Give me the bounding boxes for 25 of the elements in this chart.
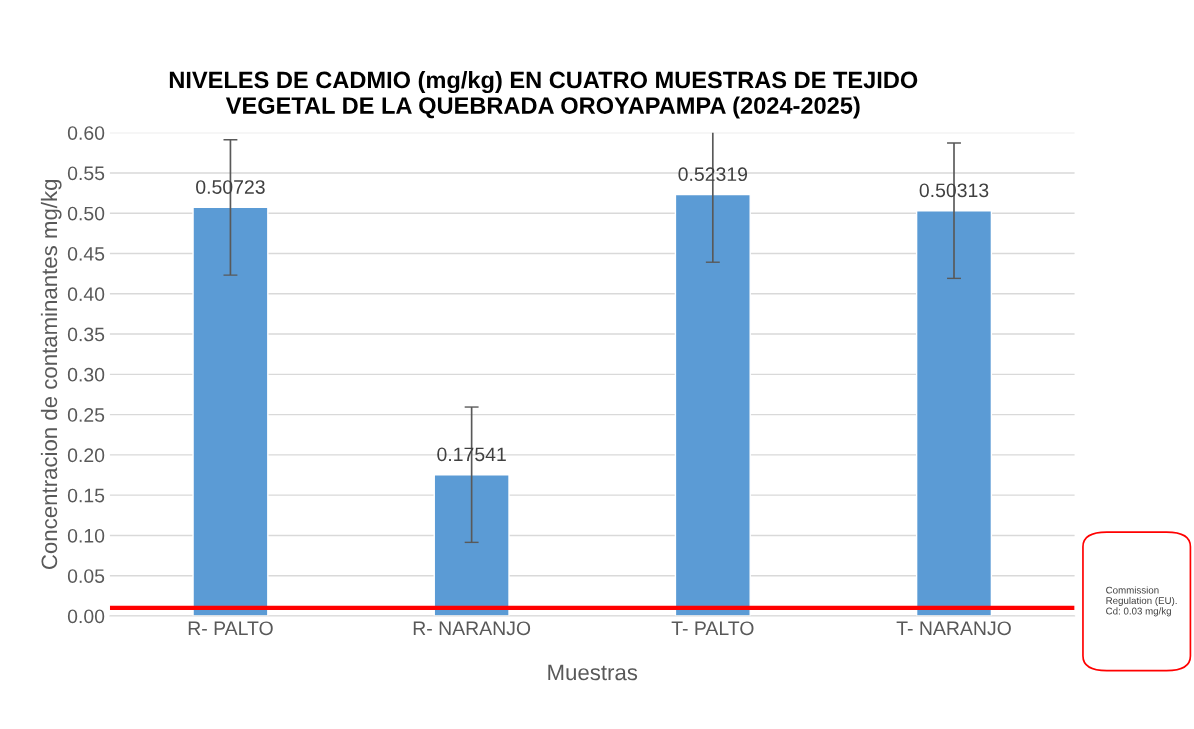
x-axis-title: Muestras xyxy=(548,664,638,681)
y-axis-title: Concentracion de contaminantes mg/kg xyxy=(40,179,62,569)
y-tick-label: 0.30 xyxy=(67,367,105,382)
x-tick-label: R- NARANJO xyxy=(413,621,531,636)
chart-title: NIVELES DE CADMIO (mg/kg) EN CUATRO MUESTRAS DE TEJIDO VEGETAL DE LA QUEBRADA OROYAPAMPA (2024-2025) xyxy=(169,71,918,119)
bar xyxy=(674,193,751,616)
y-tick-label: 0.50 xyxy=(67,206,105,221)
text: Commission Regulation (EU). Cd: 0.03 mg/kg xyxy=(1106,586,1177,617)
bar xyxy=(915,210,993,616)
bar xyxy=(192,206,269,616)
y-tick-label: 0.25 xyxy=(67,408,105,422)
y-tick-label: 0.35 xyxy=(67,327,105,342)
y-tick-label: 0.45 xyxy=(67,246,105,261)
y-tick-label: 0.10 xyxy=(67,528,105,543)
x-tick-label: T- NARANJO xyxy=(896,621,1011,636)
y-tick-label: 0.55 xyxy=(67,166,105,181)
x-tick-label: R- PALTO xyxy=(188,621,273,636)
y-tick-label: 0.00 xyxy=(67,609,105,624)
y-tick-label: 0.15 xyxy=(67,488,105,503)
y-tick-label: 0.20 xyxy=(67,448,105,463)
y-tick-label: 0.60 xyxy=(67,126,105,140)
x-tick-label: T- PALTO xyxy=(671,621,754,636)
y-tick-label: 0.40 xyxy=(67,287,105,302)
y-tick-label: 0.05 xyxy=(67,569,105,583)
bar xyxy=(433,474,510,616)
